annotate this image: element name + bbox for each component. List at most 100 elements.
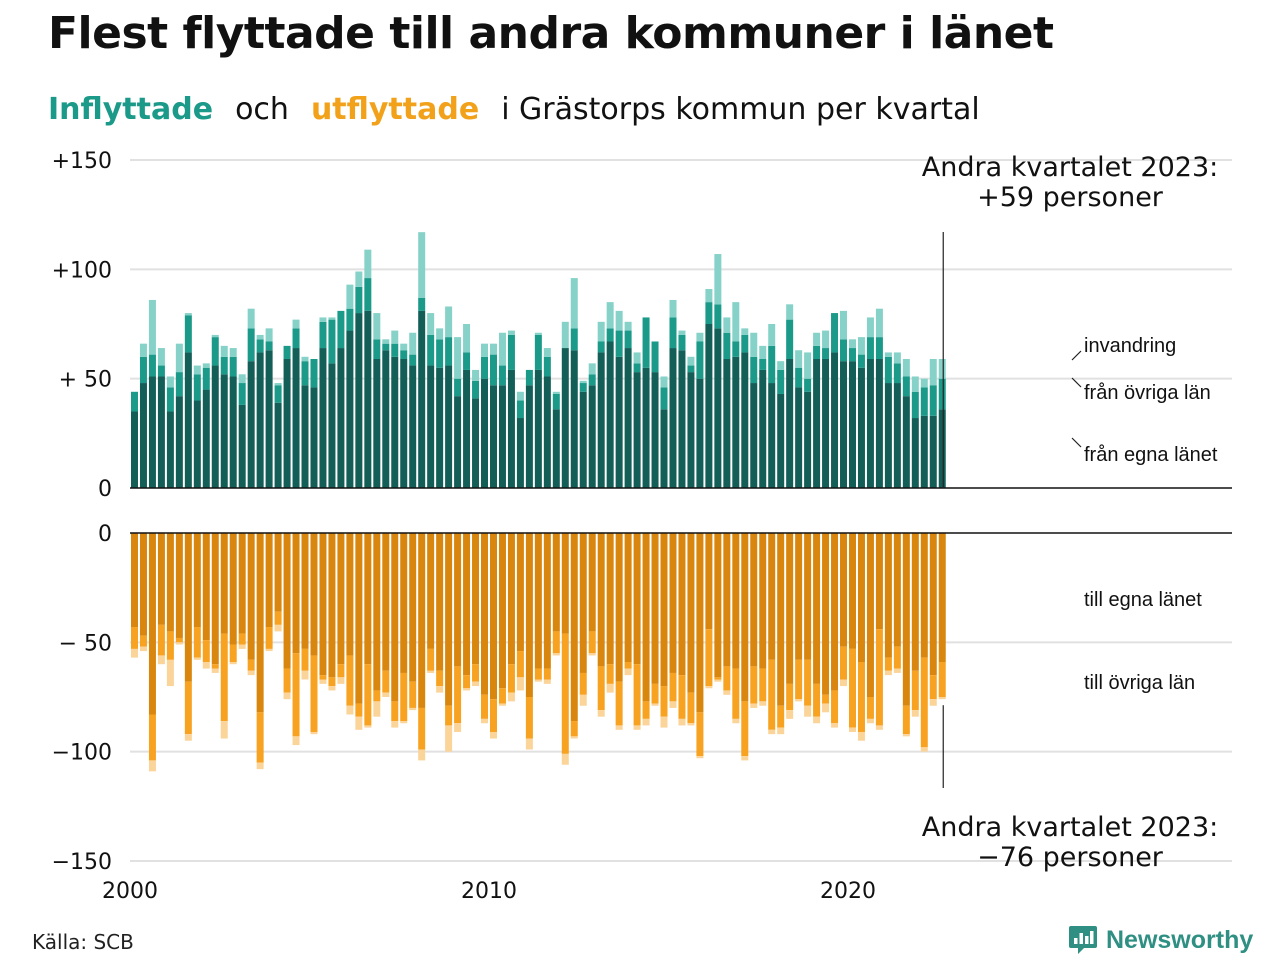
bar-in-ovriga-lan [534, 334, 542, 370]
x-tick-label: 2000 [102, 879, 158, 904]
bar-in-egna-lanet [723, 358, 731, 488]
bar-in-ovriga-lan [678, 334, 686, 351]
bar-in-egna-lanet [481, 378, 489, 488]
bar-in-egna-lanet [507, 369, 515, 488]
bar-out-ovriga-lan [884, 657, 892, 671]
bar-out-utvandring [759, 701, 767, 706]
bar-out-ovriga-lan [750, 666, 758, 704]
bar-out-ovriga-lan [472, 664, 480, 682]
bar-in-invandring [247, 308, 255, 329]
bar-in-ovriga-lan [202, 367, 210, 390]
axes: +150 +100 + 50 0 0 − 50 −100 −150 2000 2010 2020 [52, 149, 1232, 904]
bar-in-invandring [561, 321, 569, 349]
bar-in-egna-lanet [418, 310, 426, 488]
label-fran-egna-lanet: från egna länet [1084, 444, 1218, 466]
bar-out-ovriga-lan [678, 675, 686, 719]
bar-in-ovriga-lan [848, 348, 856, 362]
bar-in-ovriga-lan [301, 361, 309, 386]
bar-in-egna-lanet [427, 365, 435, 488]
bar-out-ovriga-lan [893, 646, 901, 669]
bar-out-ovriga-lan [543, 668, 551, 680]
bar-out-egna-lanet [301, 533, 309, 649]
bar-in-egna-lanet [391, 356, 399, 488]
bar-out-utvandring [624, 668, 632, 676]
bar-in-egna-lanet [292, 348, 300, 488]
bar-out-egna-lanet [875, 533, 883, 630]
bar-out-utvandring [902, 734, 910, 737]
bar-out-egna-lanet [148, 533, 156, 715]
bar-in-invandring [427, 313, 435, 335]
bar-in-ovriga-lan [427, 334, 435, 366]
bar-in-egna-lanet [786, 358, 794, 488]
bar-out-utvandring [391, 721, 399, 728]
bar-out-egna-lanet [328, 533, 336, 678]
bar-out-egna-lanet [166, 533, 174, 632]
bar-in-invandring [750, 332, 758, 357]
bar-in-ovriga-lan [831, 313, 839, 353]
bar-out-egna-lanet [274, 533, 282, 612]
bar-in-invandring [723, 317, 731, 333]
bar-out-utvandring [472, 681, 480, 687]
bar-out-egna-lanet [256, 533, 264, 713]
bar-in-invandring [543, 348, 551, 357]
bar-in-egna-lanet [202, 389, 210, 488]
bar-out-utvandring [193, 657, 201, 660]
bar-out-egna-lanet [525, 533, 533, 697]
bar-in-invandring [202, 363, 210, 368]
bar-in-egna-lanet [768, 383, 776, 488]
bar-out-utvandring [831, 723, 839, 728]
subtitle-rest: i Grästorps kommun per kvartal [501, 92, 980, 127]
bar-out-egna-lanet [893, 533, 901, 647]
bar-out-ovriga-lan [274, 611, 282, 625]
bar-in-invandring [229, 348, 237, 357]
bar-in-egna-lanet [130, 411, 138, 488]
bar-out-egna-lanet [211, 533, 219, 665]
bar-out-utvandring [310, 731, 318, 735]
bar-in-ovriga-lan [247, 328, 255, 362]
bar-in-egna-lanet [454, 396, 462, 488]
bar-out-egna-lanet [911, 533, 919, 671]
bar-in-egna-lanet [166, 411, 174, 488]
bar-in-egna-lanet [445, 365, 453, 488]
bar-in-ovriga-lan [714, 304, 722, 329]
bar-out-utvandring [552, 653, 560, 656]
bar-in-egna-lanet [274, 402, 282, 488]
bar-out-ovriga-lan [579, 672, 587, 695]
bar-out-egna-lanet [624, 533, 632, 663]
bar-in-egna-lanet [669, 348, 677, 488]
bar-in-egna-lanet [795, 387, 803, 488]
bar-out-utvandring [777, 727, 785, 735]
chart-subtitle: Inflyttade och utflyttade i Grästorps kommu… [48, 92, 980, 127]
bar-in-ovriga-lan [409, 354, 417, 366]
bar-out-egna-lanet [866, 533, 874, 697]
bar-in-invandring [857, 337, 865, 355]
bar-in-ovriga-lan [813, 345, 821, 359]
y-tick-label-top: +150 [52, 149, 112, 174]
bar-in-egna-lanet [157, 376, 165, 488]
bar-out-utvandring [454, 723, 462, 732]
bar-out-ovriga-lan [489, 699, 497, 732]
bar-out-ovriga-lan [310, 655, 318, 732]
bar-out-ovriga-lan [651, 683, 659, 704]
bar-in-egna-lanet [310, 387, 318, 488]
bar-out-utvandring [525, 738, 533, 750]
bar-out-ovriga-lan [247, 659, 255, 671]
bar-out-egna-lanet [741, 533, 749, 702]
bar-out-ovriga-lan [588, 631, 596, 654]
bar-in-egna-lanet [911, 418, 919, 488]
bar-out-ovriga-lan [337, 664, 345, 678]
bar-out-egna-lanet [561, 533, 569, 634]
bar-out-utvandring [615, 725, 623, 730]
y-tick-label-bottom: − 50 [59, 631, 112, 656]
bar-out-egna-lanet [355, 533, 363, 704]
bar-out-utvandring [741, 756, 749, 761]
bar-in-invandring [911, 376, 919, 392]
bar-out-ovriga-lan [597, 666, 605, 711]
bar-in-egna-lanet [516, 418, 524, 488]
bar-out-egna-lanet [651, 533, 659, 684]
bar-in-invandring [633, 352, 641, 364]
bar-out-ovriga-lan [920, 657, 928, 748]
bar-out-egna-lanet [507, 533, 515, 665]
bar-out-utvandring [606, 683, 614, 693]
bar-in-invandring [732, 302, 740, 342]
